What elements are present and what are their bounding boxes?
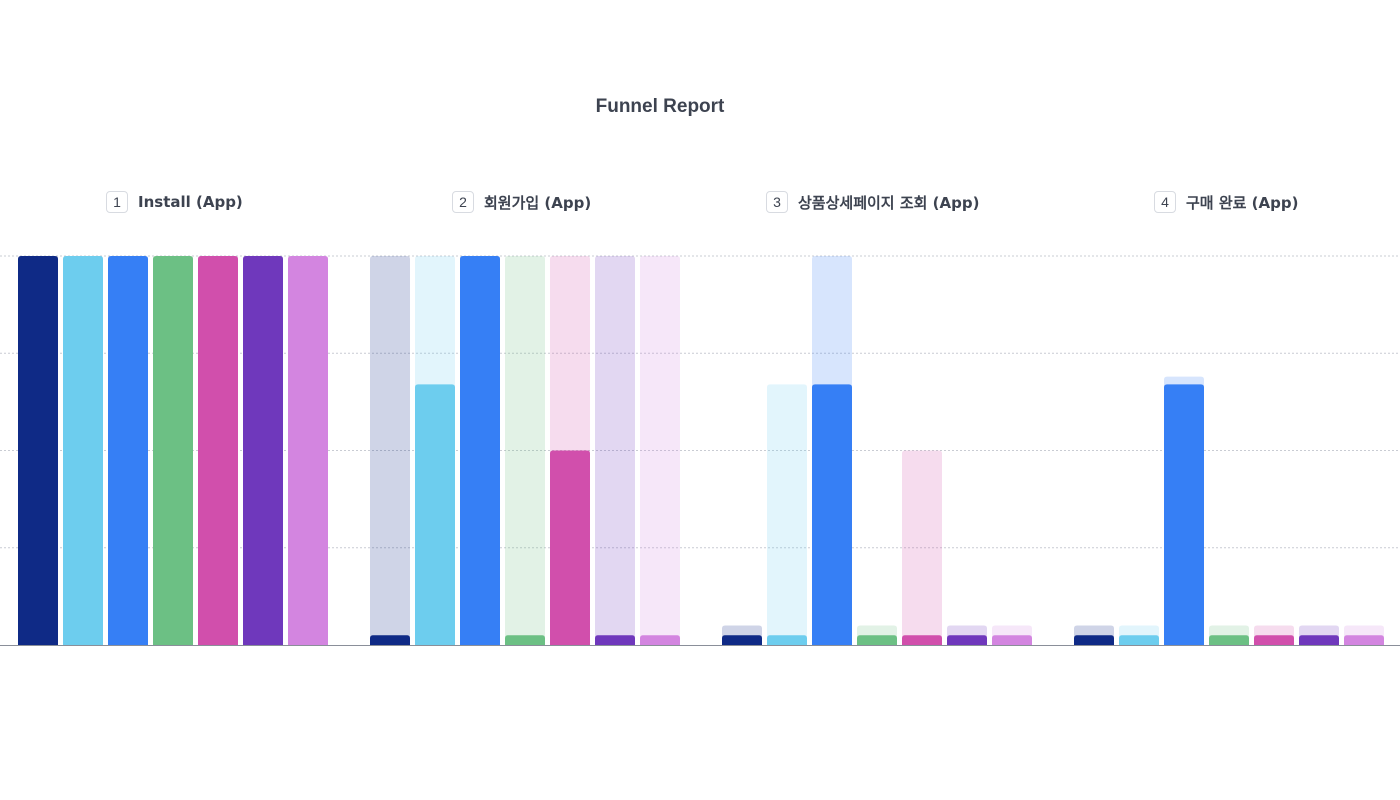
previous-step-bar[interactable] xyxy=(370,256,410,645)
step-number-badge: 3 xyxy=(766,191,788,213)
step-header-3: 3 상품상세페이지 조회 (App) xyxy=(766,190,979,214)
step-header-1: 1 Install (App) xyxy=(106,190,243,214)
funnel-bar[interactable] xyxy=(767,635,807,645)
funnel-bar[interactable] xyxy=(370,635,410,645)
funnel-bar[interactable] xyxy=(243,256,283,645)
funnel-bar[interactable] xyxy=(198,256,238,645)
funnel-bar[interactable] xyxy=(415,384,455,645)
funnel-bar[interactable] xyxy=(108,256,148,645)
funnel-bar[interactable] xyxy=(640,635,680,645)
previous-step-bar[interactable] xyxy=(595,256,635,645)
step-number-badge: 4 xyxy=(1154,191,1176,213)
funnel-bar[interactable] xyxy=(902,635,942,645)
step-header-2: 2 회원가입 (App) xyxy=(452,190,591,214)
funnel-bar[interactable] xyxy=(1164,384,1204,645)
previous-step-bar[interactable] xyxy=(505,256,545,645)
funnel-bar[interactable] xyxy=(1119,635,1159,645)
step-header-4: 4 구매 완료 (App) xyxy=(1154,190,1298,214)
funnel-bar[interactable] xyxy=(550,450,590,646)
funnel-bar[interactable] xyxy=(1344,635,1384,645)
step-number-badge: 2 xyxy=(452,191,474,213)
funnel-bar[interactable] xyxy=(460,256,500,645)
step-label: 상품상세페이지 조회 (App) xyxy=(798,193,980,212)
funnel-bar[interactable] xyxy=(595,635,635,645)
previous-step-bar[interactable] xyxy=(902,450,942,646)
funnel-bar[interactable] xyxy=(1299,635,1339,645)
step-label: 회원가입 (App) xyxy=(484,193,592,212)
step-label: Install (App) xyxy=(138,193,243,211)
funnel-bar[interactable] xyxy=(722,635,762,645)
previous-step-bar[interactable] xyxy=(767,384,807,645)
funnel-bar[interactable] xyxy=(812,384,852,645)
funnel-bar[interactable] xyxy=(505,635,545,645)
funnel-bar[interactable] xyxy=(992,635,1032,645)
funnel-bar[interactable] xyxy=(947,635,987,645)
step-label: 구매 완료 (App) xyxy=(1186,193,1299,212)
funnel-bar[interactable] xyxy=(1209,635,1249,645)
chart-title: Funnel Report xyxy=(595,96,725,117)
funnel-bar[interactable] xyxy=(857,635,897,645)
funnel-bar[interactable] xyxy=(288,256,328,645)
funnel-bar[interactable] xyxy=(63,256,103,645)
step-number-badge: 1 xyxy=(106,191,128,213)
previous-step-bar[interactable] xyxy=(640,256,680,645)
funnel-bar[interactable] xyxy=(153,256,193,645)
funnel-bar[interactable] xyxy=(1254,635,1294,645)
funnel-bar[interactable] xyxy=(18,256,58,645)
funnel-bar[interactable] xyxy=(1074,635,1114,645)
